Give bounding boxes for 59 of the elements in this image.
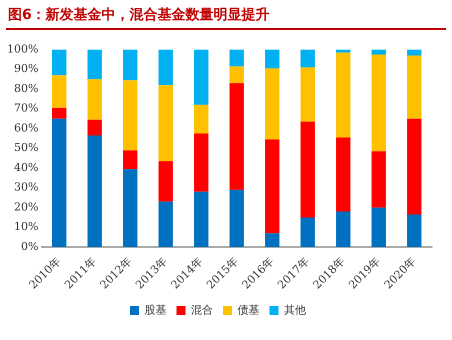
bar: [407, 56, 422, 119]
bar: [88, 120, 102, 136]
bar: [372, 208, 386, 248]
bar: [158, 161, 173, 202]
bar: [265, 68, 280, 140]
bar: [336, 52, 350, 138]
bar: [158, 50, 173, 86]
bar: [123, 150, 138, 170]
y-tick-label: 100%: [6, 42, 38, 56]
bar: [300, 217, 315, 248]
bar: [230, 190, 244, 248]
bar: [372, 54, 386, 152]
y-tick-label: 10%: [14, 220, 38, 234]
y-tick-label: 80%: [14, 82, 38, 95]
y-tick-label: 70%: [14, 102, 38, 115]
bar: [194, 134, 208, 192]
bar: [88, 50, 102, 80]
bar: [300, 122, 315, 218]
bar: [372, 151, 386, 208]
bar: [88, 136, 102, 248]
bar: [194, 50, 208, 105]
bar: [88, 79, 102, 120]
bar: [407, 118, 422, 215]
bar: [407, 50, 422, 56]
bar: [123, 169, 138, 248]
bar: [265, 139, 280, 234]
bar: [123, 50, 138, 80]
bar: [194, 104, 208, 134]
y-tick-label: 40%: [14, 160, 38, 174]
legend-label: 混合: [191, 303, 213, 316]
y-tick-label: 90%: [14, 62, 38, 76]
bar: [300, 67, 315, 122]
legend-label: 其他: [284, 303, 306, 316]
bar: [158, 202, 173, 248]
bar: [300, 50, 315, 68]
bar: [52, 75, 66, 108]
y-tick-label: 30%: [14, 180, 38, 194]
bar: [230, 50, 244, 66]
bar: [158, 85, 173, 162]
bar: [372, 50, 386, 55]
chart-title: 图6：新发基金中，混合基金数量明显提升: [8, 6, 270, 24]
bar: [123, 80, 138, 150]
legend-label: 股基: [144, 303, 166, 316]
y-tick-label: 0%: [20, 240, 38, 253]
bar: [230, 83, 244, 190]
bar: [265, 233, 280, 248]
y-tick-label: 60%: [14, 121, 38, 134]
bar: [194, 192, 208, 248]
bar: [407, 214, 422, 248]
bar: [265, 50, 280, 68]
y-tick-label: 20%: [14, 200, 38, 214]
bar: [52, 50, 66, 76]
bar: [52, 108, 66, 119]
bar: [52, 118, 66, 248]
y-tick-label: 50%: [14, 141, 38, 154]
bar: [336, 212, 350, 248]
bar: [230, 66, 244, 84]
bar: [336, 137, 350, 212]
legend-label: 债基: [238, 303, 260, 316]
